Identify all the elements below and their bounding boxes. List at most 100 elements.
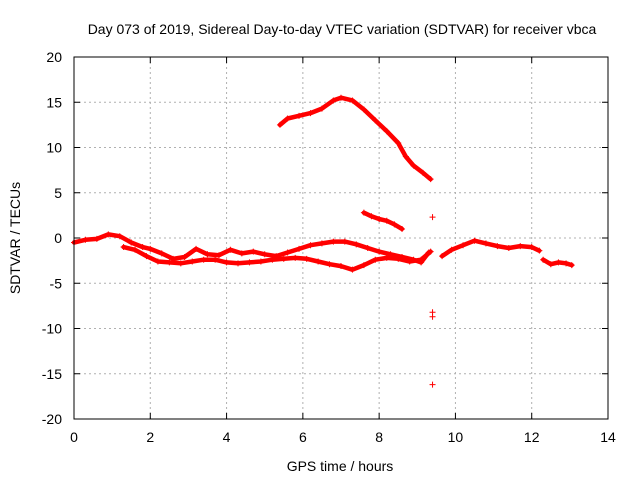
x-tick-label: 6: [299, 429, 307, 445]
data-point: [177, 260, 184, 267]
data-point: [139, 244, 146, 251]
data-point: [399, 225, 406, 232]
series-arc-late: [439, 238, 542, 259]
data-point: [439, 253, 446, 260]
data-point: [338, 94, 344, 101]
data-point: [284, 115, 291, 122]
data-point: [276, 121, 283, 128]
data-point: [181, 254, 188, 261]
data-point: [410, 162, 417, 169]
data-point: [132, 246, 139, 253]
data-point: [383, 217, 390, 224]
data-point: [238, 250, 245, 257]
data-point: [93, 235, 100, 242]
data-point: [318, 240, 325, 247]
plot-frame: [73, 56, 609, 420]
x-tick-label: 4: [223, 429, 231, 445]
data-point: [517, 243, 524, 250]
y-tick-label: -5: [50, 275, 63, 291]
data-point: [349, 97, 356, 104]
data-point: [349, 266, 356, 273]
data-point: [284, 249, 291, 256]
x-tick-label: 2: [146, 429, 154, 445]
data-point: [460, 242, 467, 249]
chart-title: Day 073 of 2019, Sidereal Day-to-day VTE…: [88, 21, 597, 37]
data-point: [280, 255, 287, 262]
x-tick-label: 12: [524, 429, 540, 445]
data-point: [482, 240, 489, 247]
data-point: [154, 258, 161, 265]
data-point: [296, 245, 303, 252]
data-point: [368, 213, 375, 220]
data-point: [395, 255, 402, 262]
data-point: [536, 247, 543, 254]
data-point: [563, 260, 570, 267]
outlier-point: [429, 313, 436, 320]
y-tick-label: 10: [46, 140, 62, 156]
data-point: [330, 97, 337, 104]
data-point: [360, 106, 367, 113]
data-point: [505, 244, 512, 251]
series-arc-mid: [361, 210, 405, 232]
data-point: [212, 256, 219, 263]
data-point: [315, 258, 322, 265]
data-point: [166, 259, 173, 266]
data-point: [250, 248, 257, 255]
y-tick-labels: -20 -15 -10 -5 0 5 10 15 20: [42, 49, 62, 427]
outlier-point: [429, 381, 436, 388]
data-point: [330, 238, 337, 245]
data-point: [568, 262, 575, 269]
data-point: [383, 254, 390, 261]
x-tick-label: 10: [448, 429, 464, 445]
data-point: [427, 248, 434, 255]
data-point: [303, 255, 310, 262]
grid-lines: [74, 57, 608, 419]
data-point: [269, 256, 276, 263]
data-point: [383, 128, 390, 135]
data-point: [395, 139, 402, 146]
data-point: [82, 236, 89, 243]
data-point: [376, 215, 383, 222]
data-point: [528, 244, 535, 251]
y-axis-label: SDTVAR / TECUs: [7, 182, 23, 294]
data-point: [235, 260, 242, 267]
data-point: [420, 169, 427, 176]
data-point: [360, 209, 367, 216]
data-point: [406, 258, 413, 265]
data-point: [372, 256, 379, 263]
y-tick-label: 0: [54, 230, 62, 246]
data-point: [376, 248, 383, 255]
data-point: [338, 263, 344, 270]
data-point: [360, 262, 367, 269]
data-point: [372, 117, 379, 124]
data-point: [418, 256, 425, 263]
data-point: [116, 233, 123, 240]
data-point: [193, 245, 200, 252]
data-point: [105, 231, 112, 238]
data-point: [143, 253, 150, 260]
data-point: [326, 261, 333, 268]
y-tick-label: -20: [42, 411, 62, 427]
data-point: [391, 221, 398, 228]
data-point: [364, 244, 371, 251]
data-point: [261, 251, 268, 258]
data-point: [296, 112, 303, 119]
x-tick-labels: 0 2 4 6 8 10 12 14: [70, 429, 616, 445]
data-point: [120, 244, 127, 251]
data-point: [540, 256, 547, 263]
data-point: [307, 110, 314, 117]
data-point: [257, 258, 264, 265]
data-point: [402, 153, 409, 160]
data-point: [204, 251, 211, 258]
data-point: [215, 252, 222, 259]
data-point: [494, 243, 501, 250]
data-point: [227, 246, 234, 253]
data-point: [547, 261, 554, 268]
data-point: [471, 237, 478, 244]
x-axis-label: GPS time / hours: [287, 458, 394, 474]
data-point: [147, 245, 154, 252]
x-tick-label: 8: [375, 429, 383, 445]
data-point: [448, 246, 455, 253]
